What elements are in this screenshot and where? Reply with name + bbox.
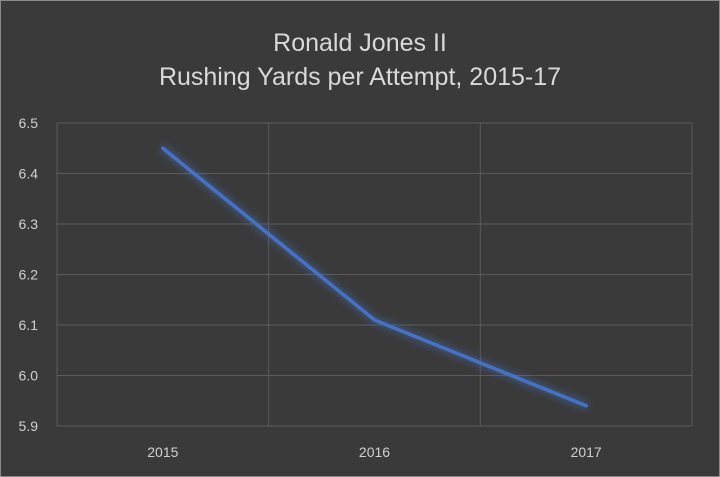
y-tick-label: 6.4 bbox=[19, 166, 39, 182]
data-point bbox=[161, 146, 165, 150]
chart-title: Ronald Jones II bbox=[273, 29, 447, 57]
series-lines bbox=[161, 146, 588, 408]
y-tick-label: 6.1 bbox=[19, 317, 39, 333]
y-tick-label: 6.2 bbox=[19, 267, 39, 283]
series-line bbox=[161, 146, 588, 408]
grid-lines bbox=[56, 122, 693, 427]
y-tick-label: 5.9 bbox=[19, 418, 39, 434]
x-tick-label: 2015 bbox=[147, 444, 178, 460]
x-axis-ticks: 2015 2016 2017 bbox=[147, 444, 602, 460]
x-tick-label: 2016 bbox=[359, 444, 390, 460]
chart-title-block: Ronald Jones II Rushing Yards per Attemp… bbox=[0, 26, 720, 94]
y-tick-label: 6.0 bbox=[19, 368, 39, 384]
x-tick-label: 2017 bbox=[571, 444, 602, 460]
y-tick-label: 6.3 bbox=[19, 216, 39, 232]
y-tick-label: 6.5 bbox=[19, 115, 39, 131]
data-point bbox=[584, 404, 588, 408]
data-point bbox=[373, 318, 376, 322]
chart-subtitle: Rushing Yards per Attempt, 2015-17 bbox=[158, 63, 562, 91]
y-axis-ticks: 6.5 6.4 6.3 6.2 6.1 6.0 5.9 bbox=[19, 115, 39, 434]
